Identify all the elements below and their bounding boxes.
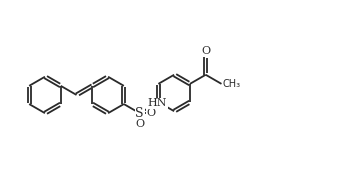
Text: O: O: [201, 46, 210, 56]
Text: O: O: [147, 108, 155, 118]
Text: CH₃: CH₃: [223, 79, 241, 89]
Text: O: O: [135, 119, 144, 130]
Text: S: S: [136, 107, 144, 120]
Text: HN: HN: [148, 98, 167, 108]
